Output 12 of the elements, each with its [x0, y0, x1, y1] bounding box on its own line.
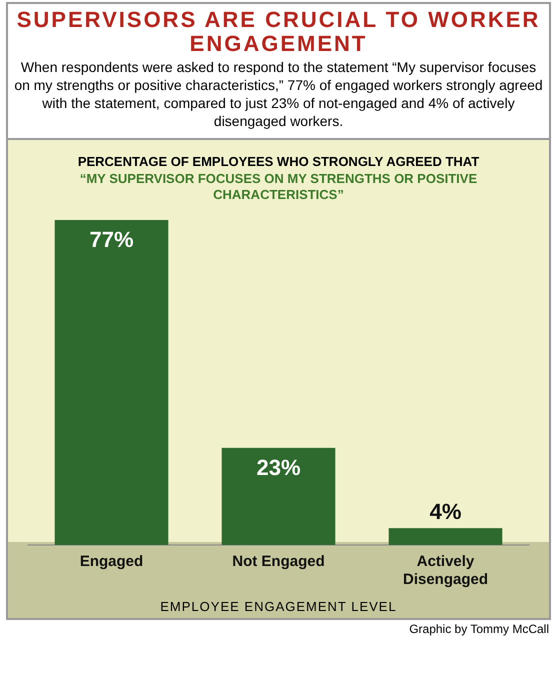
chart-title: SUPERVISORS ARE CRUCIAL TO WORKER ENGAGEMENT [16, 6, 542, 56]
data-label: 23% [256, 454, 301, 480]
x-tick-label: Actively Disengaged [402, 553, 488, 588]
x-axis-title: EMPLOYEE ENGAGEMENT LEVEL [159, 598, 398, 616]
x-tick-label: Engaged [80, 553, 144, 570]
data-label: 77% [89, 227, 134, 252]
text: Graphic by Tommy McCall [408, 622, 549, 636]
data-label: 4% [430, 499, 462, 524]
text: “MY SUPERVISOR FOCUSES ON MY STRENGTHS OR POSITIVE CHARACTERISTICS” [78, 170, 478, 204]
chart-subtitle: When respondents were asked to respond to the statement “My supervisor focuses on my strengths or positive characteristics,” 77% of engaged workers strongly agreed with the statement, compared to just 23% of not-engaged and 4% of actively disengaged workers. [13, 58, 544, 131]
x-tick-label: Not Engaged [232, 553, 325, 570]
text: PERCENTAGE OF EMPLOYEES WHO STRONGLY AGREED THAT [76, 153, 480, 170]
